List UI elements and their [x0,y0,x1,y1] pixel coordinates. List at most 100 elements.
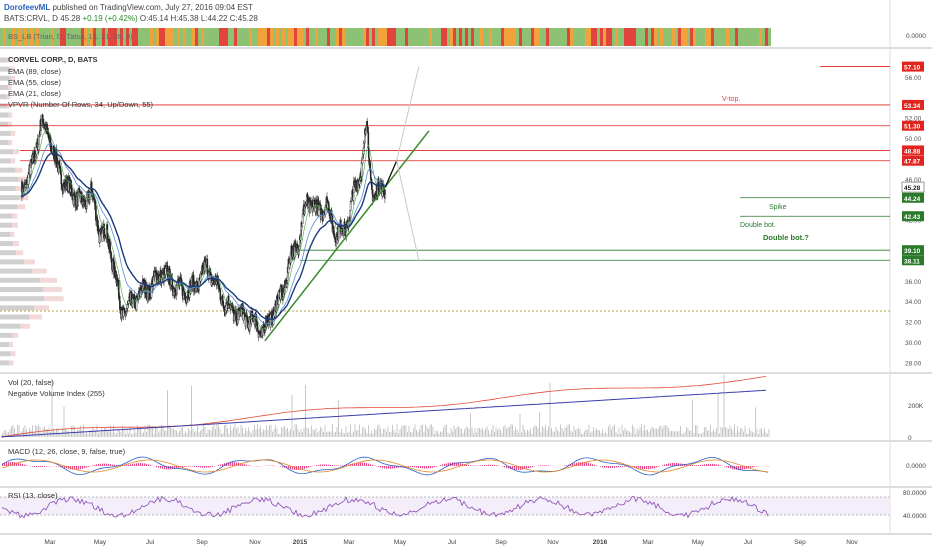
macd-bar [750,466,752,468]
strip-cell [765,28,768,46]
volume-bar [549,382,551,437]
macd-bar [736,466,738,470]
volume-bar [152,426,153,437]
volume-bar [659,426,660,437]
volume-bar [314,430,315,437]
volume-bar [182,427,183,437]
price-tick: 36.00 [905,279,922,286]
volume-bar [464,429,465,437]
macd-bar [570,464,572,466]
macd-bar [116,464,118,466]
volume-bar [210,430,212,437]
macd-bar [38,466,40,468]
rsi-label[interactable]: RSI (13, close) [8,491,58,500]
macd-bar [434,466,436,468]
volume-bar [246,431,248,437]
strip-cell [252,28,255,46]
volume-bar [366,432,368,437]
nvi-label[interactable]: Negative Volume Index (255) [8,389,105,398]
volume-bar [191,385,192,437]
strip-cell [501,28,504,46]
strip-cell [528,28,531,46]
volume-bar [606,433,608,437]
strip-cell [312,28,315,46]
profile-row [0,185,16,191]
macd-bar [42,466,44,467]
strip-cell [57,28,60,46]
volume-bar [738,431,740,437]
profile-row [0,250,17,256]
profile-row [0,85,8,90]
projection-arrow [384,160,398,188]
volume-bar [446,424,447,437]
volume-bar [602,429,603,437]
volume-bar [584,431,585,437]
rsi-band [0,497,890,515]
strip-cell [342,28,345,46]
macd-bar [610,466,612,469]
author-link[interactable]: DorofeevML [4,3,51,12]
volume-bar [99,431,101,437]
macd-bar [318,464,320,466]
profile-row [0,360,10,366]
candle-body [269,313,272,328]
strip-cell [432,28,435,46]
volume-bar [311,425,312,437]
profile-row [19,195,29,201]
profile-row [7,103,11,109]
macd-bar [466,464,468,466]
macd-bar [458,462,460,466]
volume-bar [465,426,467,437]
strip-cell [33,28,36,46]
strip-cell [444,28,447,46]
strip-cell [468,28,471,46]
macd-label[interactable]: MACD (12, 26, close, 9, false, true) [8,447,126,456]
strip-cell [681,28,684,46]
volume-bar [564,427,566,437]
volume-bar [294,424,296,437]
volume-bar [356,430,357,437]
candle-body [41,114,44,122]
study-vpvr[interactable]: VPVR (Number Of Rows, 34, Up/Down, 55) [8,100,154,109]
macd-bar [416,466,418,468]
volume-bar [300,429,302,437]
strip-cell [120,28,123,46]
macd-bar [362,462,364,466]
profile-row [44,296,64,302]
strip-cell [66,28,69,46]
strip-cell [438,28,441,46]
study-ema21[interactable]: EMA (21, close) [8,89,61,98]
strip-cell [354,28,357,46]
macd-bar [322,464,324,466]
vol-label[interactable]: Vol (20, false) [8,378,54,387]
volume-bar [39,427,41,437]
price-tick: 56.00 [905,75,922,82]
macd-bar [74,466,76,470]
macd-bar [160,466,162,469]
strip-cell [108,28,111,46]
volume-bar [422,424,423,437]
study-ema55[interactable]: EMA (55, close) [8,78,61,87]
strip-cell [759,28,762,46]
volume-bar [350,424,351,437]
double-bot-annotation: Double bot. [740,222,776,229]
strip-cell [210,28,213,46]
volume-bar [692,399,693,437]
candle-body [384,194,387,199]
volume-bar [141,432,143,437]
macd-bar [482,465,484,466]
strip-cell [6,28,9,46]
volume-bar [741,428,743,437]
macd-bar [646,466,648,470]
volume-bar [254,424,255,437]
volume-bar [35,425,36,437]
time-tick: Mar [44,539,56,546]
study-ema89[interactable]: EMA (89, close) [8,67,61,76]
volume-bar [515,427,516,437]
volume-bar [711,431,713,437]
volume-bar [620,433,621,437]
profile-row [32,268,47,274]
profile-row [12,222,18,228]
macd-bar [742,466,744,470]
